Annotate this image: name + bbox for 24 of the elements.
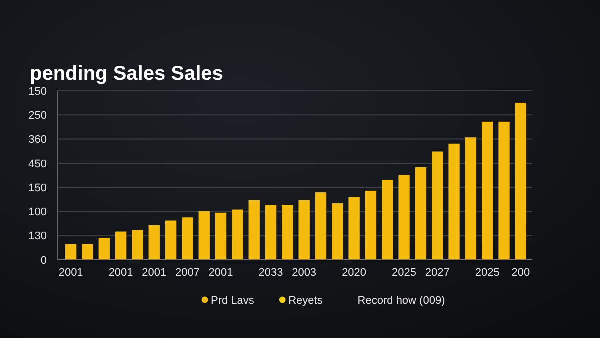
text: 250 (28, 110, 47, 122)
x-tick-label: 2003 (292, 267, 317, 279)
text: 360 (28, 134, 47, 146)
text: 450 (28, 158, 47, 170)
text: 150 (28, 182, 47, 194)
x-tick-label: 2027 (425, 267, 450, 279)
legend-label: Reyets (288, 295, 324, 307)
text: 0 (40, 254, 47, 267)
x-tick-label: 2020 (342, 267, 367, 279)
x-tick-label: 2001 (108, 267, 134, 279)
x-tick-label: 2007 (175, 267, 200, 279)
legend-label: Prd Lavs (211, 295, 255, 307)
x-tick-label: 2033 (258, 267, 284, 279)
x-tick-label: 2025 (392, 267, 417, 279)
x-tick-label: 200 (512, 267, 530, 279)
text: Record how (009) (358, 295, 446, 307)
x-tick-label: 2001 (208, 267, 234, 279)
x-tick-label: 2025 (475, 267, 500, 279)
x-tick-label: 2001 (58, 267, 84, 279)
x-tick-label: 2001 (142, 267, 167, 279)
text: 100 (28, 206, 47, 219)
text: 150 (28, 86, 47, 98)
chart-title: pending Sales Sales (30, 63, 224, 85)
text: 130 (28, 230, 47, 243)
